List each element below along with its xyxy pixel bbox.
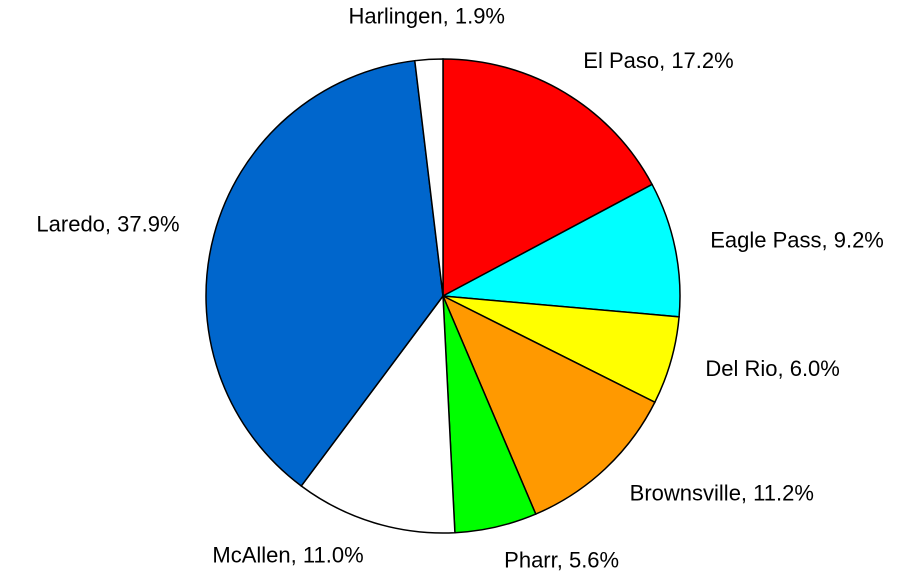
pie-slice bbox=[413, 58, 444, 297]
slice-label: Laredo, 37.9% bbox=[36, 212, 179, 237]
slice-label: Del Rio, 6.0% bbox=[705, 356, 840, 381]
slice-label: McAllen, 11.0% bbox=[212, 543, 363, 568]
slice-label: Harlingen, 1.9% bbox=[348, 4, 505, 29]
slice-label: El Paso, 17.2% bbox=[583, 48, 733, 73]
slice-label: Brownsville, 11.2% bbox=[630, 481, 814, 506]
pie-slice bbox=[300, 293, 456, 534]
pie-slice bbox=[205, 59, 444, 488]
slice-label: Eagle Pass, 9.2% bbox=[710, 227, 884, 252]
slice-label: Pharr, 5.6% bbox=[504, 548, 619, 571]
pie-slice bbox=[442, 58, 654, 298]
pie-slice bbox=[441, 294, 656, 516]
pie-slice bbox=[440, 183, 681, 318]
